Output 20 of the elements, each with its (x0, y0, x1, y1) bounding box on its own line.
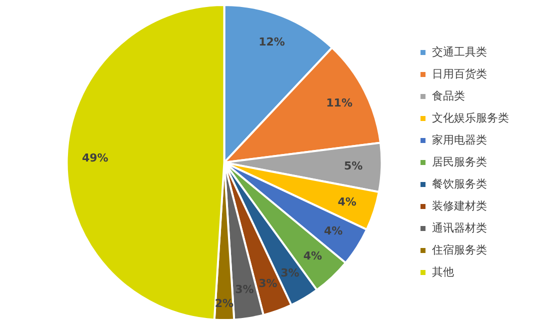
legend-label: 餐饮服务类 (432, 177, 487, 190)
legend-label: 日用百货类 (432, 67, 487, 80)
legend-label: 装修建材类 (432, 199, 487, 212)
legend-label: 居民服务类 (432, 155, 487, 168)
data-label: 4% (338, 195, 356, 208)
legend-label: 交通工具类 (432, 45, 487, 58)
data-label: 3% (258, 276, 278, 290)
legend-label: 住宿服务类 (432, 243, 487, 256)
legend-label: 家用电器类 (432, 133, 487, 146)
data-label: 5% (344, 159, 363, 172)
data-label: 49% (82, 151, 108, 164)
legend-label: 文化娱乐服务类 (432, 111, 509, 124)
data-label: 4% (324, 224, 343, 238)
data-label: 3% (280, 266, 300, 280)
legend-label: 通讯器材类 (432, 221, 487, 234)
data-label: 11% (326, 96, 352, 110)
data-label: 12% (258, 35, 285, 48)
data-label: 4% (303, 250, 322, 263)
legend-label: 其他 (432, 265, 454, 278)
legend-label: 食品类 (432, 89, 465, 102)
